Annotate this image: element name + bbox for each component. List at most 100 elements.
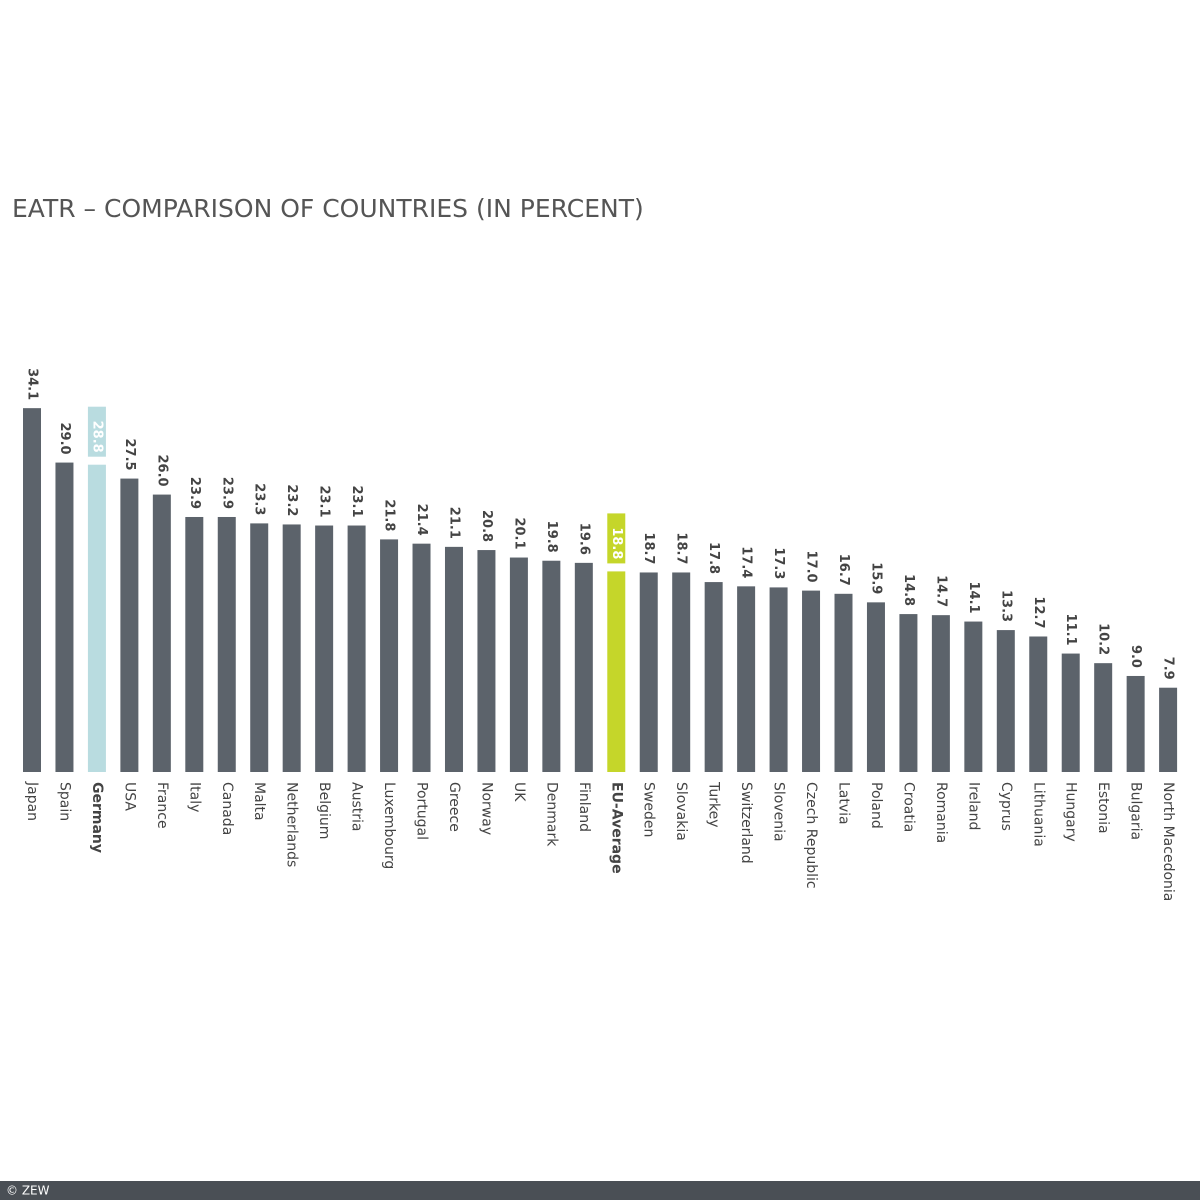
value-label: 12.7	[1031, 596, 1046, 628]
value-label: 10.2	[1096, 623, 1111, 655]
value-label: 26.0	[154, 455, 169, 487]
chart-title: EATR – COMPARISON OF COUNTRIES (IN PERCE…	[12, 194, 644, 223]
bar	[737, 586, 756, 772]
x-tick-label: Cyprus	[998, 782, 1014, 831]
value-label: 17.8	[706, 542, 721, 574]
x-tick-label: Canada	[219, 782, 235, 835]
value-label: 14.1	[966, 581, 981, 613]
bar	[931, 615, 950, 772]
value-label: 21.8	[382, 499, 397, 531]
x-tick-label: Slovakia	[673, 782, 689, 841]
x-tick-label: Switzerland	[738, 782, 754, 864]
bar	[152, 494, 171, 772]
x-tick-label: Czech Republic	[803, 782, 819, 889]
bar	[1126, 675, 1145, 772]
bar	[672, 572, 691, 772]
value-label: 23.9	[219, 477, 234, 509]
x-tick-label: France	[154, 782, 170, 829]
x-tick-label: Lithuania	[1030, 782, 1046, 847]
x-tick-label: Turkey	[706, 781, 722, 828]
x-tick-label: Italy	[186, 782, 202, 812]
value-label: 14.8	[901, 574, 916, 606]
bar	[23, 408, 41, 772]
bar	[120, 478, 139, 772]
footer-bar	[0, 1181, 1200, 1200]
x-tick-label: Hungary	[1063, 782, 1079, 842]
x-tick-label: Greece	[446, 782, 462, 832]
bar	[412, 543, 431, 772]
bar	[574, 562, 593, 772]
bar	[607, 571, 626, 772]
x-tick-label: North Macedonia	[1160, 782, 1176, 901]
x-tick-label: Bulgaria	[1128, 782, 1144, 840]
bar	[55, 462, 74, 772]
x-tick-label: Estonia	[1095, 782, 1111, 834]
bar	[1094, 663, 1113, 772]
x-tick-label: Sweden	[641, 782, 657, 837]
value-label: 11.1	[1063, 613, 1078, 645]
value-label: 18.7	[674, 532, 689, 564]
value-label: 23.3	[252, 483, 267, 515]
value-label: 21.4	[414, 504, 429, 536]
value-label: 19.8	[544, 521, 559, 553]
x-tick-label: Netherlands	[284, 782, 300, 867]
bar	[1061, 653, 1080, 772]
value-label: 19.6	[576, 523, 591, 555]
bar	[347, 525, 366, 772]
value-label: 28.8	[89, 421, 104, 453]
x-tick-label: USA	[121, 782, 137, 811]
x-tick-label: Denmark	[543, 782, 559, 847]
value-label: 17.4	[739, 546, 754, 578]
bar	[834, 593, 853, 772]
bar	[87, 464, 106, 772]
bar	[380, 539, 399, 772]
x-tick-label: Slovenia	[771, 782, 787, 842]
value-label: 16.7	[836, 554, 851, 586]
x-tick-label: Croatia	[900, 782, 916, 832]
bar	[477, 550, 496, 772]
bar	[964, 621, 983, 772]
bar	[802, 590, 821, 772]
value-label: 23.9	[187, 477, 202, 509]
value-label: 13.3	[998, 590, 1013, 622]
x-tick-label: Norway	[478, 782, 494, 835]
x-tick-label: Portugal	[414, 782, 430, 840]
bar	[282, 524, 301, 772]
value-label: 9.0	[1128, 645, 1143, 668]
bar	[704, 582, 723, 772]
bar	[769, 587, 788, 772]
value-label: 20.1	[511, 517, 526, 549]
bar	[639, 572, 658, 772]
value-label: 18.8	[609, 527, 624, 559]
value-label: 23.2	[284, 484, 299, 516]
bar	[315, 525, 334, 772]
bar	[509, 557, 528, 772]
value-label-box	[607, 513, 626, 564]
x-tick-label: Belgium	[316, 782, 332, 839]
value-label: 14.7	[933, 575, 948, 607]
x-tick-label: Germany	[89, 782, 105, 853]
value-label: 17.3	[771, 547, 786, 579]
x-tick-label: Romania	[933, 782, 949, 843]
value-label: 21.1	[446, 507, 461, 539]
value-label: 15.9	[868, 562, 883, 594]
x-tick-label: EU-Average	[608, 782, 624, 874]
bar	[1159, 687, 1178, 772]
bar	[866, 602, 885, 772]
value-label: 23.1	[349, 485, 364, 517]
value-label: 29.0	[57, 422, 72, 454]
value-label: 23.1	[317, 485, 332, 517]
x-tick-label: Japan	[24, 781, 40, 821]
footer-text: © ZEW	[6, 1184, 50, 1198]
x-tick-label: Ireland	[965, 782, 981, 830]
bar	[1029, 636, 1048, 772]
value-label: 27.5	[122, 438, 137, 470]
value-label: 7.9	[1161, 657, 1176, 680]
value-label-box	[87, 406, 106, 457]
bar	[250, 523, 269, 772]
bar	[542, 560, 561, 772]
x-tick-label: UK	[511, 782, 527, 802]
x-tick-label: Finland	[576, 782, 592, 832]
